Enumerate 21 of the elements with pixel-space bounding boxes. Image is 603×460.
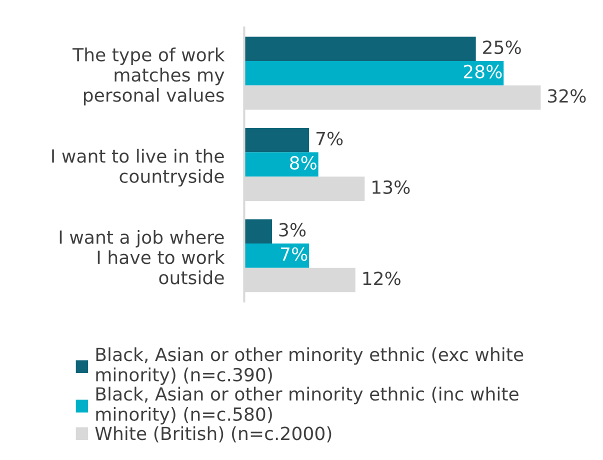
y-tick-label: I want to live in the countryside: [52, 148, 224, 187]
y-tick-label: I want a job where I have to work outside: [60, 230, 225, 284]
legend-label: Black, Asian or other minority ethnic (inc white minority) (n=c.580): [96, 386, 518, 424]
bar: [244, 36, 476, 62]
data-label: 3%: [279, 222, 306, 237]
data-label: 28%: [464, 64, 502, 78]
bar: [244, 61, 504, 86]
data-label: 25%: [483, 40, 521, 54]
data-label: 12%: [363, 272, 400, 286]
data-label: 13%: [372, 180, 410, 194]
legend-label: White (British) (n=c.2000): [95, 426, 332, 442]
bar: [244, 244, 310, 268]
data-label: 7%: [281, 247, 308, 261]
y-tick-label: The type of work matches my personal values: [72, 48, 225, 106]
data-label: 7%: [316, 132, 343, 146]
data-label: 32%: [548, 89, 586, 103]
bar: [244, 128, 310, 152]
legend-label: Black, Asian or other minority ethnic (exc white minority) (n=c.390): [96, 347, 524, 385]
bar: [244, 219, 272, 244]
bar: [244, 152, 318, 177]
data-label: 8%: [290, 156, 316, 170]
